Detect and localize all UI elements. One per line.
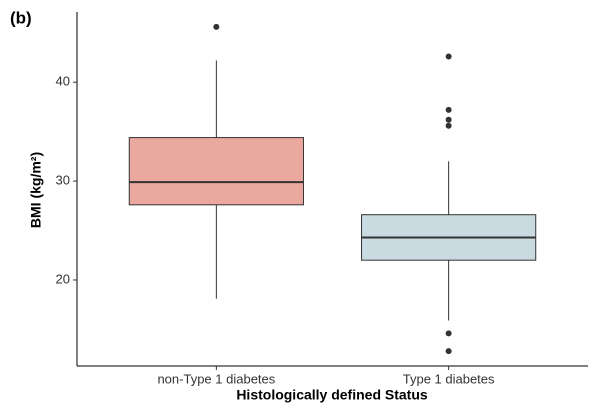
- outlier: [445, 348, 452, 355]
- box: [128, 137, 304, 206]
- x-tick-label: non-Type 1 diabetes: [157, 371, 275, 386]
- panel-label: (b): [10, 8, 32, 27]
- y-axis-title: BMI (kg/m²): [28, 152, 44, 228]
- y-tick-label: 20: [56, 271, 70, 286]
- y-tick-label: 30: [56, 173, 70, 188]
- outlier: [445, 122, 452, 129]
- outlier: [445, 330, 452, 337]
- y-tick-label: 40: [56, 74, 70, 89]
- outlier: [445, 53, 452, 60]
- outlier: [445, 116, 452, 123]
- outlier: [213, 23, 220, 30]
- x-axis-title: Histologically defined Status: [236, 387, 428, 403]
- x-tick-label: Type 1 diabetes: [403, 371, 495, 386]
- outlier: [445, 106, 452, 113]
